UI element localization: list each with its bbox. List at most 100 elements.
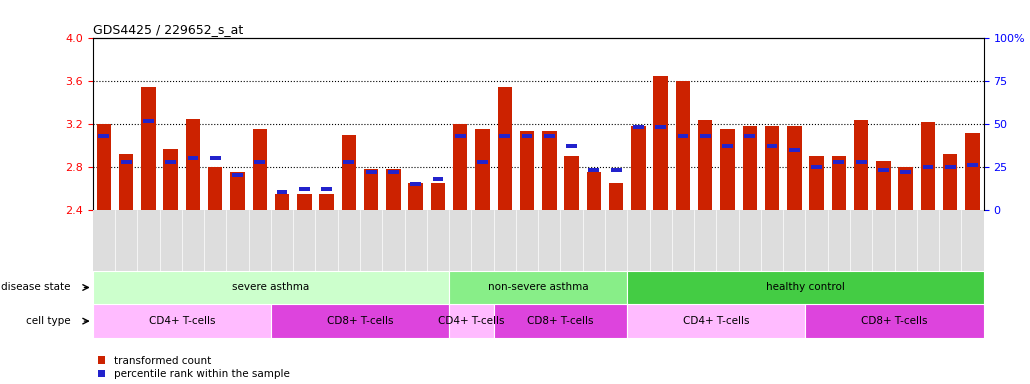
Bar — [366, 170, 377, 174]
Bar — [833, 160, 845, 164]
Bar — [164, 149, 178, 210]
Bar — [831, 156, 846, 210]
Bar — [678, 134, 688, 138]
Bar — [93, 304, 271, 338]
Bar — [141, 86, 156, 210]
Bar — [810, 156, 824, 210]
Bar — [271, 304, 449, 338]
Bar — [521, 134, 533, 138]
Bar — [388, 170, 399, 174]
Bar — [633, 125, 644, 129]
Bar — [93, 271, 449, 304]
Bar — [653, 76, 667, 210]
Bar — [967, 163, 977, 167]
Bar — [923, 165, 933, 169]
Bar — [856, 160, 866, 164]
Bar — [342, 135, 356, 210]
Bar — [97, 124, 111, 210]
Bar — [898, 167, 913, 210]
Bar — [854, 120, 868, 210]
Bar — [187, 156, 199, 160]
Bar — [299, 187, 310, 191]
Bar — [409, 183, 423, 210]
Bar — [698, 120, 713, 210]
Bar — [210, 156, 220, 160]
Bar — [99, 134, 109, 138]
Bar — [500, 134, 510, 138]
Bar — [945, 165, 956, 169]
Bar — [386, 169, 401, 210]
Bar — [455, 134, 466, 138]
Bar — [343, 160, 354, 164]
Bar — [631, 126, 646, 210]
Bar — [364, 169, 378, 210]
Bar — [627, 271, 984, 304]
Bar — [319, 194, 334, 210]
Bar — [544, 134, 555, 138]
Bar — [321, 187, 332, 191]
Bar — [789, 147, 799, 152]
Text: CD8+ T-cells: CD8+ T-cells — [327, 316, 393, 326]
Bar — [232, 173, 243, 177]
Text: non-severe asthma: non-severe asthma — [488, 283, 588, 293]
Legend: transformed count, percentile rank within the sample: transformed count, percentile rank withi… — [98, 356, 289, 379]
Bar — [520, 131, 535, 210]
Text: CD4+ T-cells: CD4+ T-cells — [683, 316, 750, 326]
Bar — [676, 81, 690, 210]
Bar — [497, 86, 512, 210]
Text: CD8+ T-cells: CD8+ T-cells — [861, 316, 928, 326]
Bar — [900, 170, 912, 174]
Bar — [699, 134, 711, 138]
Bar — [587, 172, 602, 210]
Bar — [943, 154, 958, 210]
Bar — [609, 183, 623, 210]
Bar — [564, 156, 579, 210]
Bar — [275, 194, 289, 210]
Bar — [722, 144, 733, 148]
Bar — [611, 168, 621, 172]
Bar — [143, 119, 153, 122]
Bar — [475, 129, 489, 210]
Bar — [252, 129, 267, 210]
Bar — [921, 122, 935, 210]
Bar — [118, 154, 133, 210]
Bar — [477, 160, 488, 164]
Bar — [965, 132, 980, 210]
Bar — [542, 131, 556, 210]
Text: severe asthma: severe asthma — [232, 283, 309, 293]
Bar — [566, 144, 577, 148]
Text: GDS4425 / 229652_s_at: GDS4425 / 229652_s_at — [93, 23, 243, 36]
Bar — [787, 126, 801, 210]
Bar — [720, 129, 734, 210]
Bar — [254, 160, 265, 164]
Bar — [655, 125, 666, 129]
Bar — [877, 161, 891, 210]
Bar — [878, 168, 889, 172]
Bar — [433, 177, 443, 181]
Bar — [805, 304, 984, 338]
Bar — [493, 304, 627, 338]
Bar — [297, 194, 311, 210]
Bar — [765, 126, 780, 210]
Bar — [410, 182, 421, 186]
Bar — [453, 124, 468, 210]
Text: CD8+ T-cells: CD8+ T-cells — [527, 316, 593, 326]
Bar — [231, 172, 245, 210]
Bar — [431, 183, 445, 210]
Bar — [165, 160, 176, 164]
Bar — [277, 190, 287, 194]
Text: CD4+ T-cells: CD4+ T-cells — [148, 316, 215, 326]
Bar — [588, 168, 599, 172]
Text: healthy control: healthy control — [766, 283, 845, 293]
Text: cell type: cell type — [26, 316, 70, 326]
Bar — [449, 271, 627, 304]
Bar — [743, 126, 757, 210]
Bar — [208, 167, 222, 210]
Bar — [121, 160, 132, 164]
Bar — [627, 304, 805, 338]
Bar — [812, 165, 822, 169]
Text: CD4+ T-cells: CD4+ T-cells — [438, 316, 505, 326]
Bar — [185, 119, 200, 210]
Text: disease state: disease state — [1, 283, 70, 293]
Bar — [449, 304, 493, 338]
